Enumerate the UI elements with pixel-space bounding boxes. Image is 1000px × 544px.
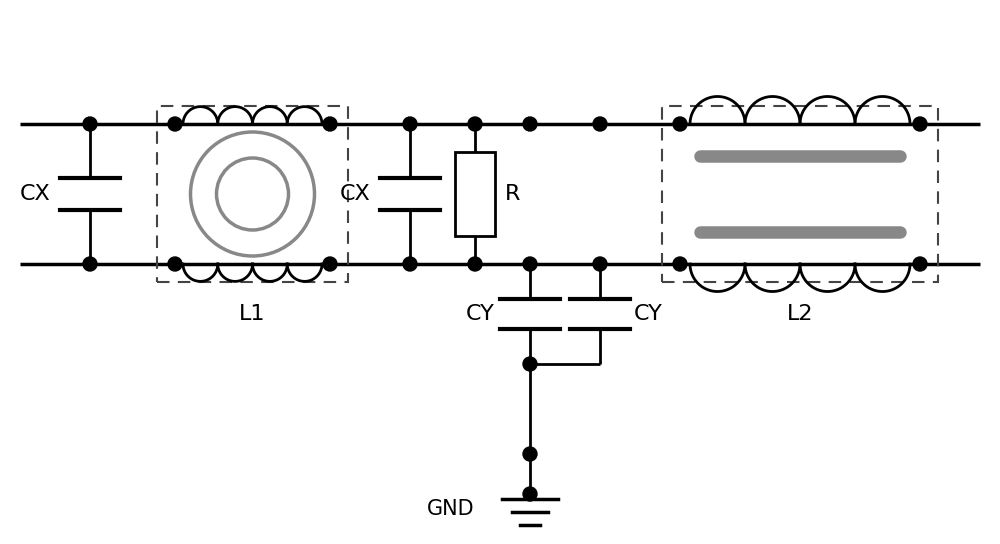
Circle shape <box>673 257 687 271</box>
Circle shape <box>83 117 97 131</box>
Circle shape <box>913 117 927 131</box>
Circle shape <box>468 117 482 131</box>
Circle shape <box>323 117 337 131</box>
Circle shape <box>523 447 537 461</box>
Circle shape <box>673 117 687 131</box>
Circle shape <box>83 257 97 271</box>
Circle shape <box>168 257 182 271</box>
Text: CX: CX <box>20 184 50 204</box>
Circle shape <box>468 257 482 271</box>
Text: L2: L2 <box>787 304 813 324</box>
Text: CY: CY <box>634 304 662 324</box>
Bar <box>662 106 938 282</box>
Circle shape <box>593 257 607 271</box>
Circle shape <box>403 117 417 131</box>
Circle shape <box>523 117 537 131</box>
Circle shape <box>523 487 537 501</box>
Circle shape <box>593 117 607 131</box>
Text: GND: GND <box>427 499 475 519</box>
Text: L1: L1 <box>239 304 266 324</box>
Text: CX: CX <box>340 184 370 204</box>
Text: CY: CY <box>466 304 494 324</box>
Circle shape <box>523 357 537 371</box>
Circle shape <box>913 257 927 271</box>
Circle shape <box>523 257 537 271</box>
Circle shape <box>323 257 337 271</box>
Circle shape <box>403 257 417 271</box>
Bar <box>455 152 495 236</box>
Circle shape <box>168 117 182 131</box>
Bar <box>157 106 348 282</box>
Text: R: R <box>505 184 521 204</box>
